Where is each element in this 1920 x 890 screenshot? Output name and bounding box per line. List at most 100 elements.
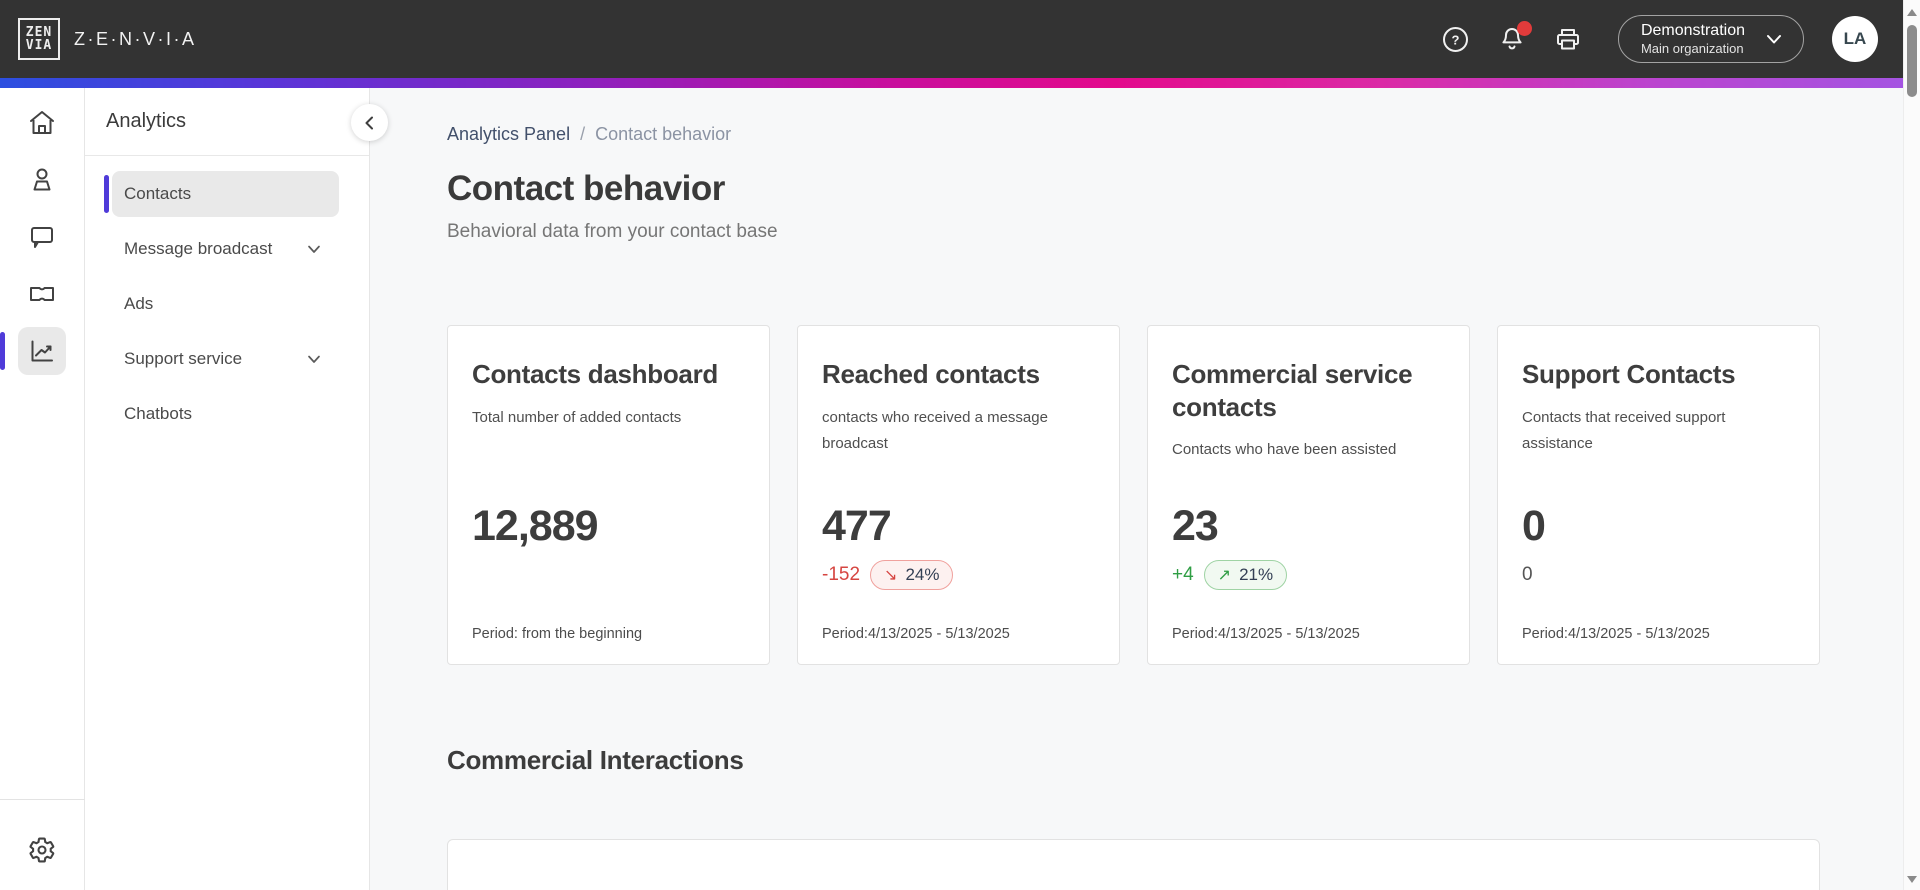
card-value: 23	[1172, 501, 1219, 550]
card-value: 12,889	[472, 501, 599, 550]
rail-item-tickets[interactable]	[18, 270, 66, 318]
nav-item-label: Message broadcast	[124, 239, 273, 258]
header-actions: ? Demonstration Main	[1442, 15, 1878, 63]
page-title: Contact behavior	[447, 169, 725, 208]
commercial-interactions-card-partial	[447, 839, 1820, 890]
rail-item-settings[interactable]	[18, 826, 66, 874]
card-period: Period:4/13/2025 - 5/13/2025	[1522, 626, 1710, 642]
brand: ZEN VIA Z·E·N·V·I·A	[18, 18, 196, 60]
card-trend-badge: ↗ 21%	[1203, 560, 1288, 590]
organization-name: Demonstration	[1640, 21, 1745, 39]
person-icon	[33, 168, 51, 191]
chevron-down-icon	[1767, 35, 1781, 44]
chevron-down-icon	[308, 355, 320, 363]
nav-item-label: Support service	[124, 349, 243, 368]
brand-wordmark: Z·E·N·V·I·A	[74, 28, 197, 49]
body-row: Analytics Contacts Message broadcast Ads Su…	[0, 88, 1903, 890]
nav-item-chevron	[305, 240, 323, 258]
card-delta: -152	[822, 564, 861, 585]
card-description: Contacts that received support assistanc…	[1522, 408, 1726, 452]
card-title: Support Contacts	[1522, 359, 1736, 389]
card-description: Total number of added contacts	[472, 408, 682, 426]
help-icon[interactable]: ?	[1442, 25, 1470, 53]
nav-item-support-service[interactable]: Support service	[112, 336, 339, 382]
scrollbar-thumb[interactable]	[1907, 25, 1917, 97]
stat-card: Support Contacts Contacts that received s…	[1497, 325, 1820, 665]
card-title: Reached contacts	[822, 359, 1040, 389]
card-value: 477	[822, 501, 892, 550]
main-content: Analytics Panel / Contact behavior Conta…	[370, 88, 1903, 890]
nav-item-contacts[interactable]: Contacts	[104, 171, 339, 217]
organization-switcher[interactable]: Demonstration Main organization	[1617, 15, 1804, 63]
card-period: Period: from the beginning	[472, 626, 643, 642]
breadcrumb-separator: /	[580, 124, 586, 144]
logo-text-top: ZEN	[25, 25, 53, 40]
stat-card: Contacts dashboard Total number of added …	[447, 325, 770, 665]
nav-item-label: Ads	[124, 294, 154, 313]
rail-item-conversations[interactable]	[18, 213, 66, 261]
nav-item-chatbots[interactable]: Chatbots	[112, 391, 339, 437]
card-period: Period:4/13/2025 - 5/13/2025	[822, 626, 1010, 642]
card-title: Commercial service contacts	[1172, 359, 1413, 422]
card-description: contacts who received a message broadcas…	[822, 408, 1048, 452]
notifications-bell-icon[interactable]	[1498, 21, 1532, 53]
zenvia-logo-icon: ZEN VIA	[18, 18, 60, 60]
nav-item-chevron	[305, 350, 323, 368]
logo-text-bottom: VIA	[25, 38, 53, 53]
organization-subtitle: Main organization	[1640, 40, 1744, 56]
card-delta-row: +4 ↗ 21%	[1172, 558, 1445, 592]
analytics-sidebar: Analytics Contacts Message broadcast Ads Su…	[85, 88, 370, 890]
card-description: Contacts who have been assisted	[1172, 441, 1397, 458]
notification-badge-dot	[1516, 21, 1532, 36]
nav-item-label: Chatbots	[124, 404, 193, 423]
page-subtitle: Behavioral data from your contact base	[447, 221, 778, 242]
card-delta: 0	[1522, 564, 1533, 585]
sidebar-title: Analytics	[106, 110, 187, 132]
section-title-commercial-interactions: Commercial Interactions	[447, 745, 744, 775]
rail-divider	[0, 799, 85, 800]
breadcrumb: Analytics Panel / Contact behavior	[447, 124, 1903, 145]
stat-cards-row: Contacts dashboard Total number of added …	[447, 325, 1903, 665]
gear-icon	[29, 837, 55, 863]
organization-info: Demonstration Main organization	[1641, 21, 1745, 57]
rail-item-analytics[interactable]	[0, 327, 66, 375]
brand-gradient-bar	[0, 78, 1920, 88]
ticket-icon	[30, 287, 54, 301]
svg-text:?: ?	[1452, 32, 1460, 47]
rail-item-contacts[interactable]	[18, 156, 66, 204]
card-title: Contacts dashboard	[472, 359, 718, 389]
chevron-left-icon	[365, 116, 373, 129]
card-delta-row	[472, 558, 745, 592]
arrow-down-right-icon: ↘	[884, 567, 898, 584]
nav-item-label: Contacts	[124, 184, 192, 203]
user-avatar[interactable]: LA	[1832, 16, 1878, 62]
nav-item-ads[interactable]: Ads	[112, 281, 339, 327]
scrollbar-down-arrow[interactable]	[1907, 876, 1917, 883]
card-value: 0	[1522, 501, 1546, 550]
stat-card: Reached contacts contacts who received a …	[797, 325, 1120, 665]
card-delta: +4	[1172, 564, 1194, 585]
line-chart-icon	[31, 340, 53, 362]
sidebar-header: Analytics	[85, 88, 369, 156]
breadcrumb-parent-link[interactable]: Analytics Panel	[447, 124, 571, 144]
chat-bubble-icon	[31, 227, 53, 248]
card-period: Period:4/13/2025 - 5/13/2025	[1172, 626, 1360, 642]
rail-item-home[interactable]	[18, 99, 66, 147]
card-trend-value: 24%	[905, 565, 940, 584]
scrollbar-up-arrow[interactable]	[1907, 9, 1917, 16]
chevron-down-icon	[308, 245, 320, 253]
vertical-scrollbar[interactable]	[1903, 0, 1920, 890]
breadcrumb-current: Contact behavior	[595, 124, 732, 144]
stat-card: Commercial service contacts Contacts who …	[1147, 325, 1470, 665]
top-header: ZEN VIA Z·E·N·V·I·A ?	[0, 0, 1920, 78]
card-delta-row: 0	[1522, 558, 1795, 592]
sidebar-collapse-button[interactable]	[351, 104, 388, 141]
home-icon	[30, 111, 54, 134]
sidebar-menu: Contacts Message broadcast Ads Support serv…	[85, 156, 369, 446]
printer-icon[interactable]	[1554, 25, 1582, 53]
arrow-up-right-icon: ↗	[1217, 567, 1232, 584]
nav-item-message-broadcast[interactable]: Message broadcast	[112, 226, 339, 272]
card-trend-value: 21%	[1239, 565, 1274, 584]
card-trend-badge: ↘ 24%	[870, 560, 954, 590]
